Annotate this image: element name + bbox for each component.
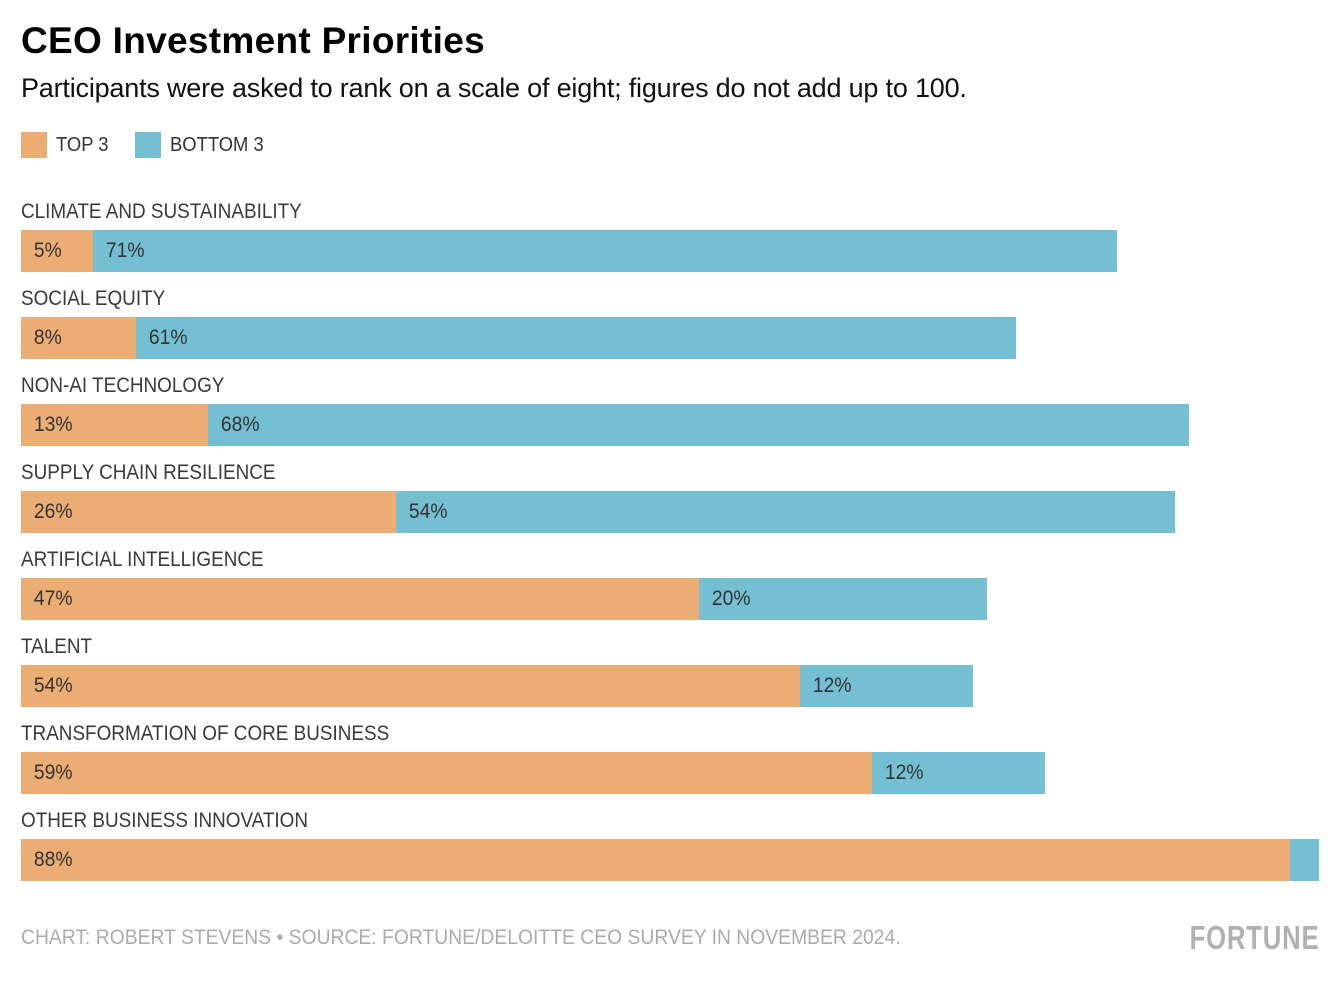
bar: 54% 12% [21,665,1319,707]
chart-title: CEO Investment Priorities [21,20,485,61]
category-label: TALENT [21,635,93,658]
bar-segment-top3: 54% [21,665,800,707]
value-label-bottom3: 68% [221,413,261,436]
bar-segment-bottom3: 20% [698,578,988,620]
chart-row-non-ai-technology: NON-AI TECHNOLOGY 13% 68% [21,374,1319,446]
chart-row-supply-chain: SUPPLY CHAIN RESILIENCE 26% 54% [21,461,1319,533]
chart-row-climate: CLIMATE AND SUSTAINABILITY 5% 71% [21,200,1319,272]
value-label-bottom3: 71% [105,239,145,262]
chart-row-social-equity: SOCIAL EQUITY 8% 61% [21,287,1319,359]
bar-segment-bottom3: 12% [871,752,1045,794]
bar-segment-top3: 8% [21,317,137,359]
value-label-top3: 47% [33,587,73,610]
legend: TOP 3 BOTTOM 3 [21,132,1319,158]
category-label: CLIMATE AND SUSTAINABILITY [21,200,302,223]
value-label-bottom3: 61% [149,326,188,349]
category-label: NON-AI TECHNOLOGY [21,374,225,397]
bar: 47% 20% [21,578,1319,620]
bar-segment-top3: 47% [21,578,699,620]
legend-swatch-bottom3 [135,132,162,158]
credit-line: CHART: ROBERT STEVENS • SOURCE: FORTUNE/… [21,926,901,949]
value-label-top3: 8% [33,326,62,349]
chart-row-transformation: TRANSFORMATION OF CORE BUSINESS 59% 12% [21,722,1319,794]
category-label: TRANSFORMATION OF CORE BUSINESS [21,722,390,745]
legend-label-bottom3: BOTTOM 3 [170,133,264,156]
fortune-logo: FORTUNE [1189,919,1319,956]
footer: CHART: ROBERT STEVENS • SOURCE: FORTUNE/… [21,919,1319,956]
value-label-bottom3: 12% [884,761,924,784]
legend-swatch-top3 [21,132,47,158]
bar: 13% 68% [21,404,1319,446]
bar-segment-bottom3: 71% [93,230,1118,272]
bar: 59% 12% [21,752,1319,794]
value-label-top3: 5% [33,239,62,262]
bar: 5% 71% [21,230,1319,272]
bar: 8% 61% [21,317,1319,359]
category-label: OTHER BUSINESS INNOVATION [21,809,309,832]
bar: 88% [21,839,1319,881]
legend-label-top3: TOP 3 [56,133,109,156]
bar-segment-bottom3: 61% [136,317,1017,359]
bar-segment-bottom3: 68% [208,404,1190,446]
category-label: SUPPLY CHAIN RESILIENCE [21,461,276,484]
value-label-top3: 26% [33,500,73,523]
value-label-top3: 54% [33,674,73,697]
bar-segment-top3: 13% [21,404,209,446]
bar: 26% 54% [21,491,1319,533]
bar-segment-top3: 5% [21,230,94,272]
bar-segment-bottom3 [1290,839,1319,881]
legend-item-bottom3: BOTTOM 3 [135,132,272,158]
value-label-top3: 88% [33,848,73,871]
value-label-top3: 59% [33,761,73,784]
value-label-top3: 13% [33,413,73,436]
bar-chart: CLIMATE AND SUSTAINABILITY 5% 71% SOCIAL… [21,200,1319,881]
chart-row-other-innovation: OTHER BUSINESS INNOVATION 88% [21,809,1319,881]
legend-item-top3: TOP 3 [21,132,113,158]
value-label-bottom3: 20% [711,587,751,610]
chart-row-talent: TALENT 54% 12% [21,635,1319,707]
bar-segment-bottom3: 54% [395,491,1175,533]
chart-row-artificial-intelligence: ARTIFICIAL INTELLIGENCE 47% 20% [21,548,1319,620]
value-label-bottom3: 12% [812,674,852,697]
value-label-bottom3: 54% [408,500,448,523]
category-label: SOCIAL EQUITY [21,287,166,310]
bar-segment-top3: 26% [21,491,396,533]
category-label: ARTIFICIAL INTELLIGENCE [21,548,264,571]
chart-subtitle: Participants were asked to rank on a sca… [21,73,967,103]
bar-segment-top3: 59% [21,752,872,794]
bar-segment-bottom3: 12% [799,665,973,707]
bar-segment-top3: 88% [21,839,1291,881]
